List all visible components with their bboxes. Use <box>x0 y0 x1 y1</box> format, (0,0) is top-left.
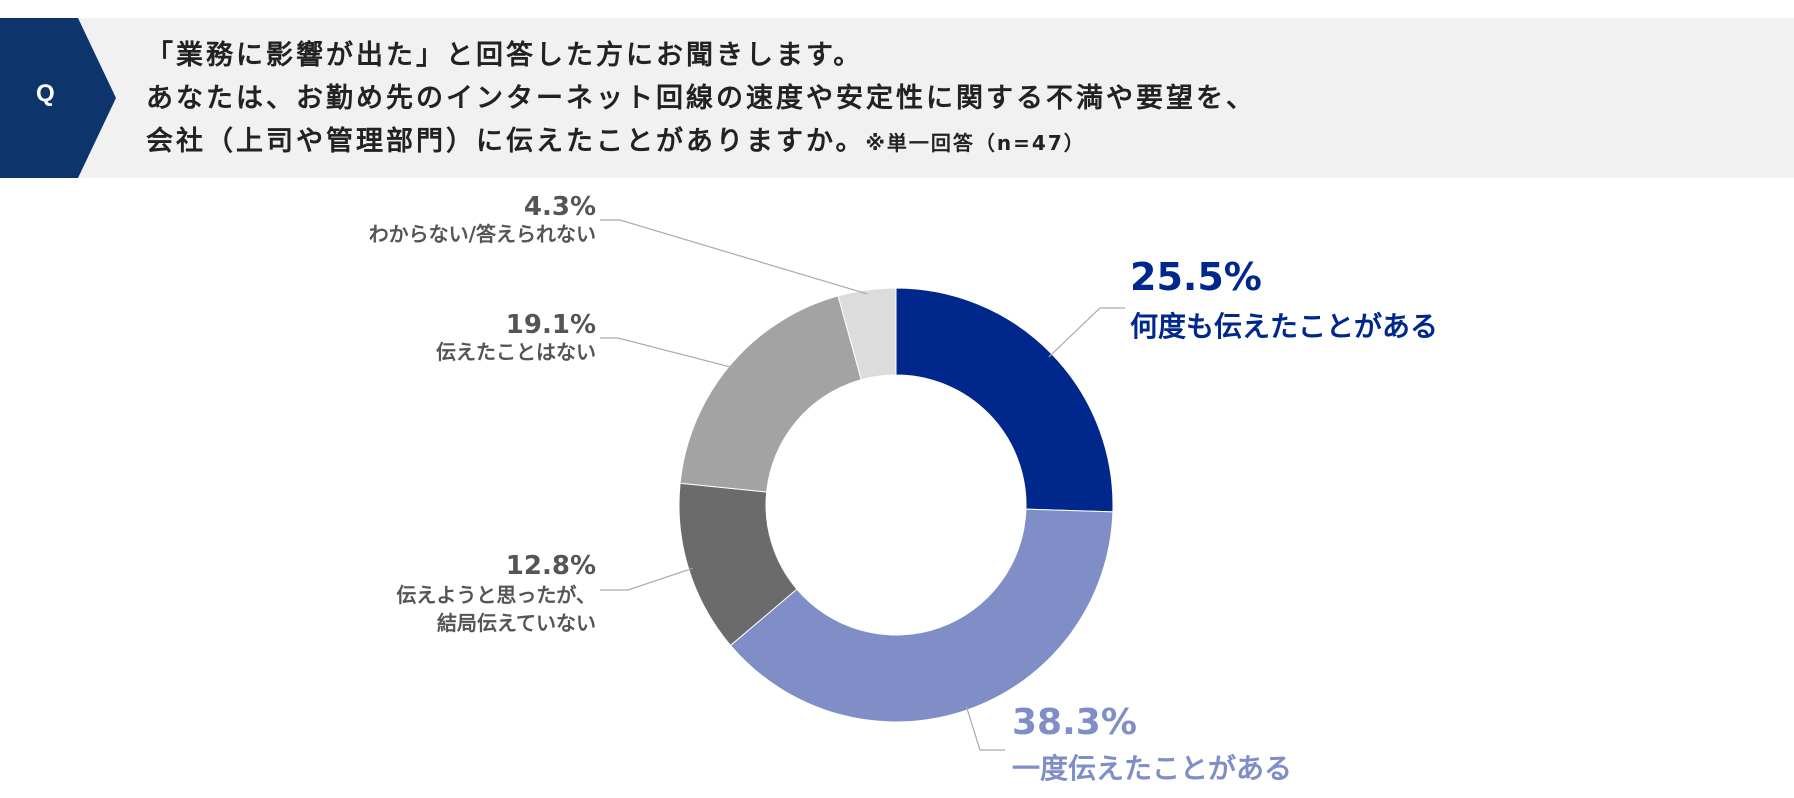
slice-category-label: 何度も伝えたことがある <box>1130 310 1438 343</box>
slice-percent-label: 12.8% <box>506 551 596 581</box>
slice-percent-label: 19.1% <box>506 310 596 340</box>
donut-slice <box>837 287 897 381</box>
slice-category-label: 結局伝えていない <box>437 611 596 635</box>
question-text: 「業務に影響が出た」と回答した方にお聞きします。 あなたは、お勤め先のインターネ… <box>146 34 1764 165</box>
leader-line <box>600 567 693 591</box>
slice-percent-label: 4.3% <box>524 192 596 222</box>
leader-line <box>1048 307 1125 358</box>
donut-slice <box>729 508 1114 723</box>
slice-category-label: 伝えたことはない <box>436 340 596 364</box>
question-badge: Q <box>0 18 116 178</box>
donut-slice <box>895 287 1114 513</box>
question-line-2: あなたは、お勤め先のインターネット回線の速度や安定性に関する不満や要望を、 <box>146 83 1256 114</box>
donut-chart: 25.5% 何度も伝えたことがある 38.3% 一度伝えたことがある 12.8%伝えよう… <box>369 192 1438 785</box>
question-line-3-text: 会社（上司や管理部門）に伝えたことがありますか。 <box>146 126 866 157</box>
leader-line <box>965 705 1005 751</box>
question-note: ※単一回答（n=47） <box>865 131 1086 155</box>
donut-slice <box>679 295 862 493</box>
question-banner: Q 「業務に影響が出た」と回答した方にお聞きします。 あなたは、お勤め先のインタ… <box>0 18 1794 178</box>
question-line-1: 「業務に影響が出た」と回答した方にお聞きします。 <box>146 40 864 71</box>
question-badge-letter: Q <box>36 80 55 107</box>
slice-percent-label: 25.5% <box>1130 255 1262 299</box>
question-line-3: 会社（上司や管理部門）に伝えたことがありますか。※単一回答（n=47） <box>146 120 1764 165</box>
slice-category-label: わからない/答えられない <box>369 222 596 246</box>
slice-category-label: 伝えようと思ったが、 <box>396 583 596 607</box>
slice-category-label: 一度伝えたことがある <box>1012 752 1292 785</box>
slice-percent-label: 38.3% <box>1012 702 1137 743</box>
leader-line <box>600 337 734 369</box>
leader-line <box>600 219 868 295</box>
